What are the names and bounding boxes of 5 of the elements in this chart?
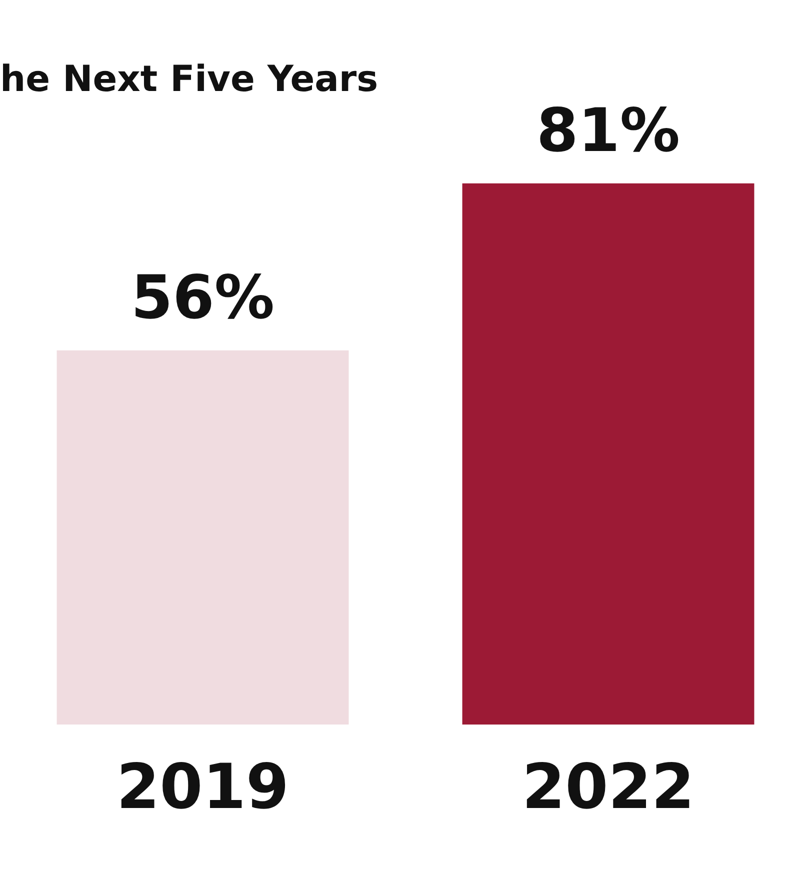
x-tick-label: 2019 xyxy=(116,750,290,823)
x-tick-label: 2022 xyxy=(522,750,695,823)
data-label: 81% xyxy=(536,96,680,166)
data-label: 56% xyxy=(130,262,275,333)
chart-title: he Next Five Years xyxy=(0,58,378,100)
